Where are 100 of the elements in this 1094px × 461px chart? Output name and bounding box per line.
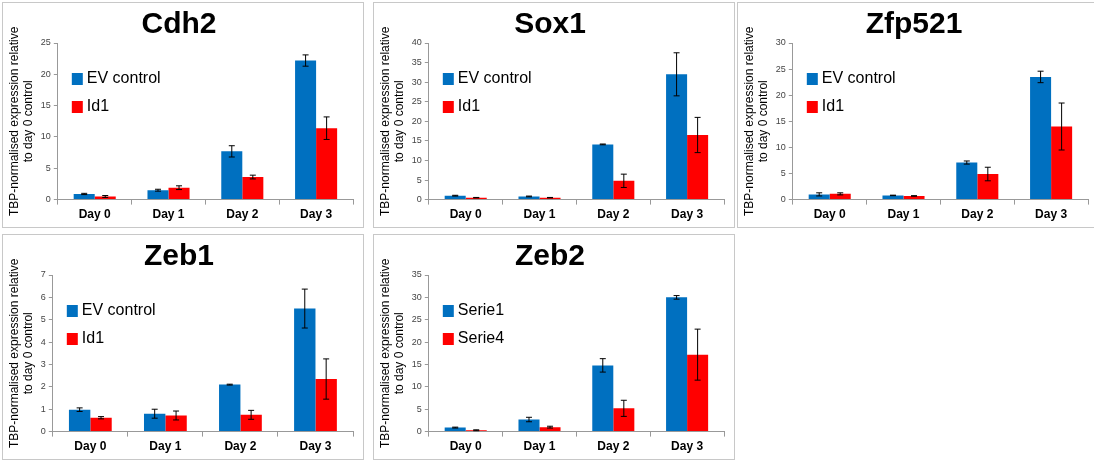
y-tick-label: 5 xyxy=(416,403,422,414)
bar xyxy=(666,74,688,200)
x-tick-label: Day 3 xyxy=(300,207,333,222)
bar xyxy=(295,60,317,200)
bar xyxy=(666,297,688,432)
bar xyxy=(240,414,262,432)
x-tick-label: Day 0 xyxy=(78,207,112,222)
y-axis-title: TBP-normalised expression relative to day 0 control xyxy=(377,26,406,217)
bar xyxy=(977,174,999,200)
x-tick-label: Day 1 xyxy=(149,439,182,454)
bar xyxy=(613,408,635,432)
bar xyxy=(592,144,614,200)
x-tick-label: Day 1 xyxy=(152,207,185,222)
y-tick-label: 5 xyxy=(45,162,51,173)
y-tick-label: 20 xyxy=(411,115,422,126)
x-tick-label: Day 1 xyxy=(887,207,920,222)
y-tick-label: 35 xyxy=(411,269,422,280)
y-tick-label: 25 xyxy=(411,96,422,107)
bar xyxy=(518,419,540,432)
y-tick-label: 3 xyxy=(40,358,46,369)
bar xyxy=(73,193,95,200)
x-tick-label: Day 3 xyxy=(1035,207,1068,222)
x-tick-label: Day 0 xyxy=(813,207,847,222)
bar xyxy=(518,196,540,200)
legend-label: EV control xyxy=(457,69,532,87)
bar xyxy=(956,162,978,200)
y-tick-label: 25 xyxy=(411,314,422,325)
y-tick-label: 25 xyxy=(40,37,51,48)
x-tick-label: Day 3 xyxy=(671,439,704,454)
y-tick-label: 0 xyxy=(40,426,46,437)
y-tick-label: 35 xyxy=(411,57,422,68)
x-tick-label: Day 2 xyxy=(961,207,994,222)
y-tick-label: 30 xyxy=(775,37,786,48)
legend-label: EV control xyxy=(81,301,156,319)
y-tick-label: 2 xyxy=(40,381,46,392)
y-tick-label: 15 xyxy=(775,115,786,126)
chart-title: Zfp521 xyxy=(865,6,963,40)
y-tick-label: 30 xyxy=(411,291,422,302)
y-tick-label: 15 xyxy=(40,100,51,111)
y-tick-label: 0 xyxy=(416,426,422,437)
bar xyxy=(90,417,112,432)
chart-title: Zeb2 xyxy=(514,238,586,272)
bar xyxy=(592,365,614,432)
bar xyxy=(882,195,904,200)
chart-title: Sox1 xyxy=(514,6,586,40)
x-tick-label: Day 2 xyxy=(226,207,259,222)
y-tick-label: 15 xyxy=(411,358,422,369)
bar xyxy=(903,195,925,200)
bar xyxy=(1030,76,1052,200)
bar xyxy=(221,151,243,200)
legend-label: Id1 xyxy=(86,97,110,115)
x-tick-label: Day 0 xyxy=(449,439,483,454)
x-tick-label: Day 2 xyxy=(597,439,630,454)
bar xyxy=(147,190,169,200)
x-tick-label: Day 2 xyxy=(224,439,257,454)
y-tick-label: 4 xyxy=(40,336,46,347)
chart-title: Cdh2 xyxy=(141,6,217,40)
y-tick-label: 10 xyxy=(775,141,786,152)
y-tick-label: 7 xyxy=(40,269,46,280)
x-tick-label: Day 3 xyxy=(299,439,332,454)
y-tick-label: 20 xyxy=(40,68,51,79)
y-tick-label: 0 xyxy=(780,194,786,205)
y-tick-label: 5 xyxy=(780,167,786,178)
x-tick-label: Day 1 xyxy=(523,207,556,222)
y-tick-label: 5 xyxy=(416,174,422,185)
y-tick-label: 5 xyxy=(40,314,46,325)
x-tick-label: Day 0 xyxy=(74,439,107,454)
y-tick-label: 20 xyxy=(775,89,786,100)
y-tick-label: 10 xyxy=(40,131,51,142)
bar xyxy=(168,187,190,200)
bar xyxy=(613,180,635,200)
bar xyxy=(315,379,337,432)
legend-label: EV control xyxy=(821,69,896,87)
y-axis-title: TBP-normalised expression relative to day 0 control xyxy=(741,26,770,217)
y-tick-label: 10 xyxy=(411,154,422,165)
legend-label: Id1 xyxy=(457,97,481,115)
bar xyxy=(68,409,91,432)
y-tick-label: 25 xyxy=(775,63,786,74)
legend-label: Serie1 xyxy=(457,301,505,319)
chart-title: Zeb1 xyxy=(143,238,215,272)
y-axis-title: TBP-normalised expression relative to day 0 control xyxy=(6,26,35,217)
bar xyxy=(165,415,187,432)
bar xyxy=(687,135,709,200)
y-tick-label: 10 xyxy=(411,381,422,392)
y-axis-title: TBP-normalised expression relative to day 0 control xyxy=(377,258,406,449)
legend-label: Id1 xyxy=(81,329,105,347)
bar xyxy=(687,354,709,432)
y-tick-label: 15 xyxy=(411,135,422,146)
y-tick-label: 40 xyxy=(411,37,422,48)
bar xyxy=(242,177,264,200)
y-tick-label: 0 xyxy=(45,194,51,205)
y-tick-label: 6 xyxy=(40,291,46,302)
x-tick-label: Day 0 xyxy=(449,207,483,222)
y-tick-label: 1 xyxy=(40,403,46,414)
x-tick-label: Day 3 xyxy=(671,207,704,222)
legend-label: Id1 xyxy=(821,97,845,115)
bar xyxy=(294,308,316,432)
bar xyxy=(316,128,338,200)
y-tick-label: 30 xyxy=(411,76,422,87)
bar xyxy=(1051,126,1073,200)
